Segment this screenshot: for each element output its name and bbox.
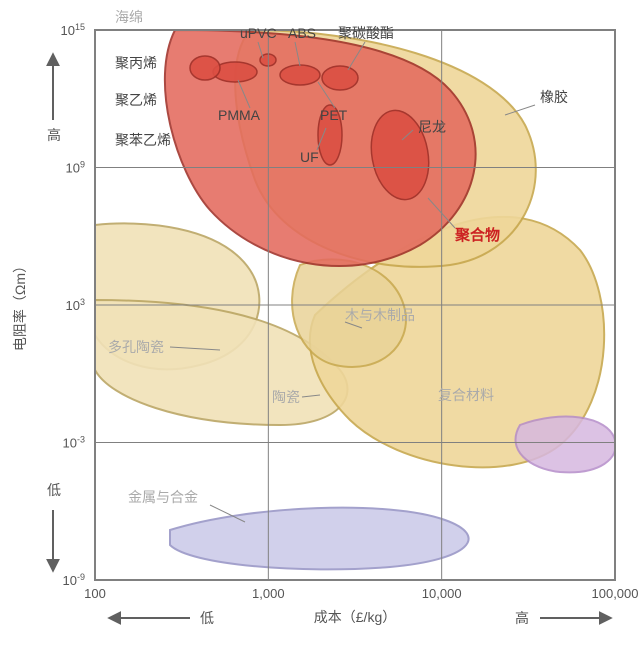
ytick: 1015: [61, 22, 85, 38]
region-poly-bubble5: [190, 56, 220, 80]
y-high-label: 高: [47, 127, 61, 143]
label-PS: 聚苯乙烯: [115, 132, 171, 148]
label-rubber: 橡胶: [540, 89, 568, 105]
label-wood: 木与木制品: [345, 307, 415, 323]
label-UF: UF: [300, 149, 319, 165]
x-low-label: 低: [200, 610, 214, 626]
ytick: 10-9: [63, 572, 85, 588]
ytick: 109: [66, 160, 85, 176]
xtick: 100: [84, 586, 106, 601]
label-composite: 复合材料: [438, 387, 494, 403]
label-ceramic: 陶瓷: [272, 389, 300, 405]
label-PMMA: PMMA: [218, 107, 261, 123]
label-nylon: 尼龙: [418, 119, 446, 135]
label-PP: 聚丙烯: [115, 55, 157, 71]
xtick: 10,000: [422, 586, 462, 601]
y-low-label: 低: [47, 482, 61, 498]
region-poly-bubble7: [322, 66, 358, 90]
ytick: 10-3: [63, 435, 85, 451]
xtick: 1,000: [252, 586, 285, 601]
label-metals: 金属与合金: [128, 489, 198, 505]
label-porous-ceramic: 多孔陶瓷: [108, 339, 164, 355]
ashby-chart: 海绵 uPVC ABS 聚碳酸酯聚丙烯聚乙烯 PMMA PET 聚苯乙烯 UF 尼龙 橡胶聚合物多…: [0, 0, 640, 645]
ytick: 103: [66, 297, 85, 313]
label-sponge: 海绵: [115, 9, 143, 25]
xtick: 100,000: [592, 586, 639, 601]
label-uPVC: uPVC: [240, 25, 277, 41]
label-PC: 聚碳酸酯: [338, 25, 394, 41]
x-high-label: 高: [515, 610, 529, 626]
label-PET: PET: [320, 107, 348, 123]
region-poly-bubble3: [280, 65, 320, 85]
y-axis-label: 电阻率（Ωm）: [12, 259, 28, 351]
label-PE: 聚乙烯: [115, 92, 157, 108]
label-ABS: ABS: [288, 25, 316, 41]
x-axis-label: 成本（£/kg）: [314, 609, 396, 625]
label-polymers: 聚合物: [454, 226, 500, 244]
